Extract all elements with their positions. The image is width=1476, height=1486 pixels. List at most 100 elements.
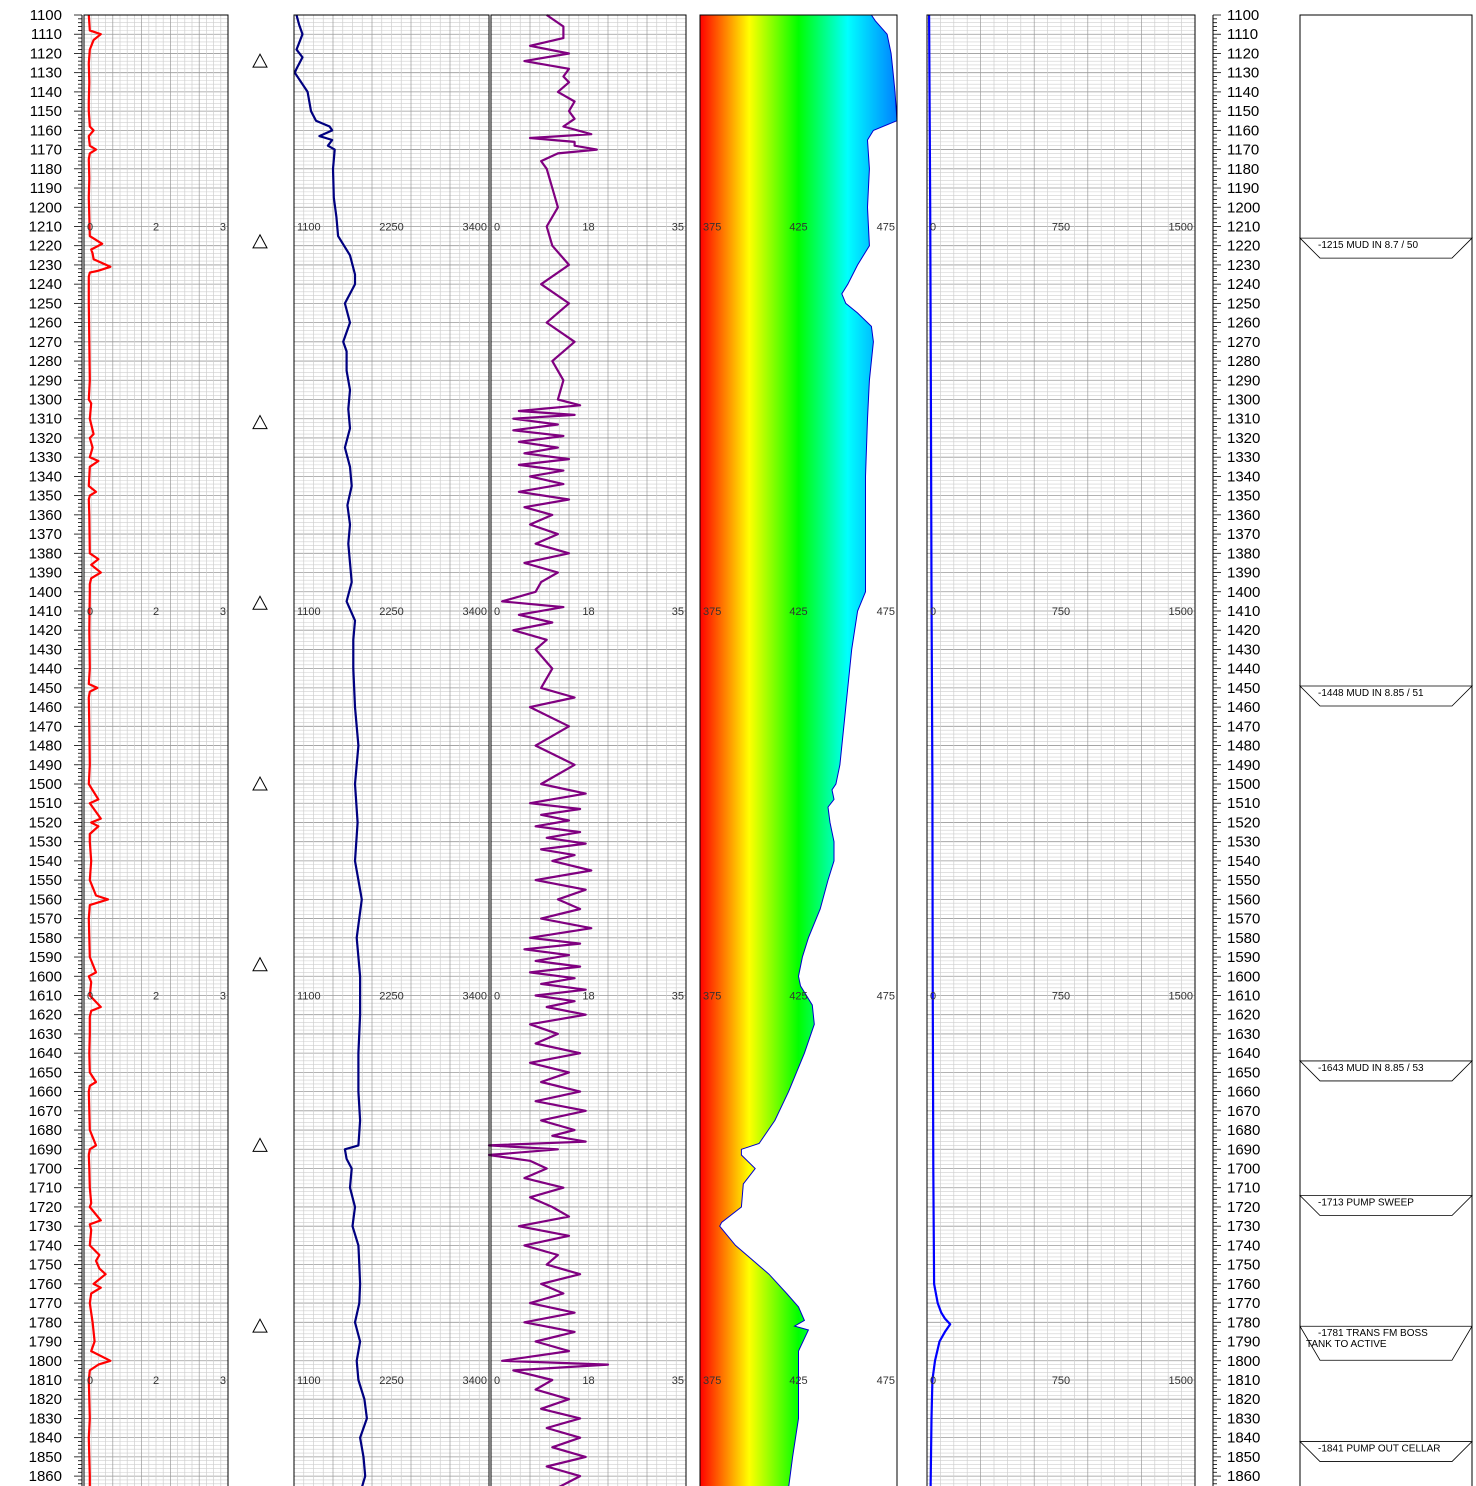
track2-scale-mid: 2250 — [379, 606, 403, 618]
track2-scale-max: 3400 — [463, 221, 487, 233]
track2-scale-mid: 2250 — [379, 221, 403, 233]
depth-label-right: 1350 — [1227, 488, 1260, 505]
track2-scale-max: 3400 — [463, 1375, 487, 1387]
depth-label-right: 1810 — [1227, 1372, 1260, 1389]
depth-label-right: 1160 — [1227, 122, 1259, 139]
track3-scale-mid: 18 — [582, 1375, 594, 1387]
remark-text: -1448 MUD IN 8.85 / 51 — [1318, 688, 1424, 699]
depth-label-right: 1390 — [1227, 565, 1260, 582]
depth-label-left: 1510 — [29, 795, 62, 812]
gas-gradient-fill — [700, 15, 897, 1486]
depth-label-left: 1830 — [29, 1410, 62, 1427]
track4-scale-max: 475 — [877, 990, 895, 1002]
depth-label-left: 1460 — [29, 699, 62, 716]
depth-label-right: 1520 — [1227, 814, 1260, 831]
depth-label-right: 1150 — [1227, 103, 1259, 120]
depth-label-right: 1730 — [1227, 1218, 1260, 1235]
track-frame — [83, 14, 229, 1486]
triangle-marker-icon — [252, 775, 268, 791]
depth-label-left: 1220 — [29, 238, 62, 255]
track5-scale-min: 0 — [930, 1375, 936, 1387]
depth-label-left: 1360 — [29, 507, 62, 524]
track-grids — [84, 14, 1195, 1486]
track4-scale-max: 475 — [877, 1375, 895, 1387]
depth-label-right: 1560 — [1227, 891, 1260, 908]
depth-label-right: 1570 — [1227, 911, 1260, 928]
depth-label-right: 1540 — [1227, 853, 1260, 870]
depth-label-right: 1460 — [1227, 699, 1260, 716]
track2-curve — [293, 14, 368, 1486]
depth-label-left: 1240 — [29, 276, 62, 293]
track-frame — [293, 14, 490, 1486]
track3-curve — [487, 14, 610, 1486]
remark-box — [1299, 237, 1473, 259]
track2-scale-min: 1100 — [297, 990, 321, 1002]
depth-label-right: 1480 — [1227, 738, 1260, 755]
depth-label-right: 1500 — [1227, 776, 1260, 793]
track4-scale-mid: 425 — [789, 606, 807, 618]
depth-label-left: 1380 — [29, 545, 62, 562]
depth-label-right: 1590 — [1227, 949, 1260, 966]
track-frame — [490, 14, 687, 1486]
gradient-fill-layer — [700, 15, 897, 1486]
depth-label-left: 1790 — [29, 1334, 62, 1351]
depth-label-left: 1440 — [29, 661, 62, 678]
depth-label-left: 1410 — [29, 603, 62, 620]
depth-label-right: 1230 — [1227, 257, 1260, 274]
track5-scale-min: 0 — [930, 990, 936, 1002]
triangle-marker-icon — [252, 595, 268, 610]
depth-label-right: 1860 — [1227, 1468, 1260, 1485]
track3-scale-max: 35 — [672, 1375, 684, 1387]
track2-scale-mid: 2250 — [379, 990, 403, 1002]
track5-scale-min: 0 — [930, 221, 936, 233]
track1-scale-max: 3 — [220, 221, 226, 233]
remark-text: -1841 PUMP OUT CELLAR — [1318, 1444, 1440, 1455]
depth-label-right: 1770 — [1227, 1295, 1260, 1312]
depth-label-right: 1340 — [1227, 468, 1260, 485]
track3-scale-max: 35 — [672, 990, 684, 1002]
track4-scale-min: 375 — [703, 606, 721, 618]
depth-label-left: 1390 — [29, 565, 62, 582]
depth-label-left: 1820 — [29, 1391, 62, 1408]
track4-scale-min: 375 — [703, 990, 721, 1002]
depth-label-right: 1720 — [1227, 1199, 1260, 1216]
depth-label-left: 1760 — [29, 1276, 62, 1293]
depth-label-left: 1560 — [29, 891, 62, 908]
depth-label-right: 1780 — [1227, 1314, 1260, 1331]
track5-scale-min: 0 — [930, 606, 936, 618]
depth-label-right: 1190 — [1227, 180, 1259, 197]
depth-label-left: 1530 — [29, 834, 62, 851]
depth-label-right: 1640 — [1227, 1045, 1260, 1062]
depth-label-right: 1710 — [1227, 1180, 1260, 1197]
track2-scale-mid: 2250 — [379, 1375, 403, 1387]
depth-label-right: 1180 — [1227, 161, 1259, 178]
depth-label-left: 1250 — [29, 295, 62, 312]
track4-scale-mid: 425 — [789, 1375, 807, 1387]
depth-label-right: 1330 — [1227, 449, 1260, 466]
track1-scale-max: 3 — [220, 606, 226, 618]
track1-scale-min: 0 — [87, 990, 93, 1002]
track4-scale-min: 375 — [703, 221, 721, 233]
depth-label-left: 1740 — [29, 1237, 62, 1254]
track1-scale-mid: 2 — [153, 1375, 159, 1387]
depth-label-left: 1540 — [29, 853, 62, 870]
depth-label-left: 1280 — [29, 353, 62, 370]
track5-scale-max: 1500 — [1169, 1375, 1193, 1387]
depth-label-left: 1190 — [30, 180, 62, 197]
depth-label-left: 1720 — [29, 1199, 62, 1216]
gas-fill-edge — [719, 14, 898, 1486]
remark-text: -1643 MUD IN 8.85 / 53 — [1318, 1063, 1424, 1074]
remarks-track: -1215 MUD IN 8.7 / 50 -1448 MUD IN 8.85 /… — [1299, 237, 1473, 1462]
depth-label-right: 1200 — [1227, 199, 1260, 216]
depth-label-left: 1370 — [29, 526, 62, 543]
depth-label-left: 1430 — [29, 641, 62, 658]
scale-labels: 0 2 3 0 2 3 0 2 3 0 2 3 1100 2250 3400 1100 2250 3400 1100… — [87, 221, 1193, 1387]
track1-scale-mid: 2 — [153, 221, 159, 233]
depth-label-left: 1350 — [29, 488, 62, 505]
depth-label-right: 1450 — [1227, 680, 1260, 697]
depth-label-left: 1150 — [30, 103, 62, 120]
depth-label-right: 1120 — [1227, 45, 1259, 62]
track5-scale-max: 1500 — [1169, 606, 1193, 618]
depth-label-left: 1630 — [29, 1026, 62, 1043]
